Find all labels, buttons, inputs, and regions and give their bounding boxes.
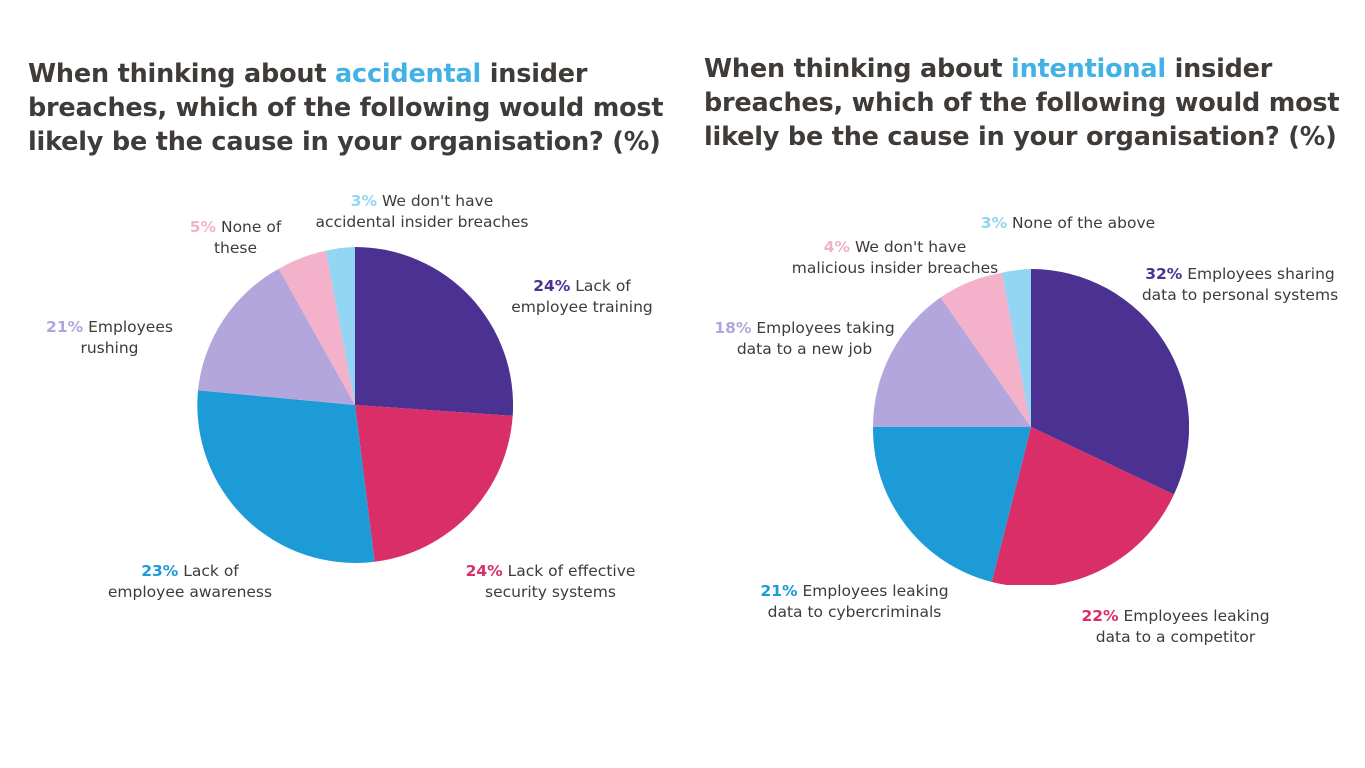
pie-label-no-malicious-insider-breaches-pct: 4% [823,238,851,256]
pie-label-no-malicious-insider-breaches-text: We don't have [850,238,967,256]
chart-title-intentional-pre: When thinking about [704,54,1012,84]
pie-label-lack-of-effective-security-systems-text2: security systems [485,582,616,601]
pie-label-employees-taking-data-to-a-new-job-text2: data to a new job [736,339,873,358]
pie-label-lack-of-employee-training-pct: 24% [533,277,571,295]
pie-slice-no-malicious-insider-breaches[interactable] [940,272,1031,427]
pie-label-lack-of-employee-training-text2: employee training [511,297,653,316]
pie-slice-no-accidental-insider-breaches[interactable] [325,247,355,405]
chart-title-intentional-highlight: intentional [1011,54,1166,84]
chart-title-accidental: When thinking about accidental insider b… [28,58,678,160]
pie-label-employees-rushing-pct: 21% [46,318,84,336]
pie-chart-accidental-svg [197,247,513,563]
pie-label-none-of-the-above-text: None of the above [1007,214,1156,232]
pie-label-employees-sharing-data-to-personal-systems-pct: 32% [1145,265,1183,283]
chart-title-intentional-post: insider breaches, which of the following… [704,54,1340,152]
pie-slice-employees-taking-data-to-a-new-job[interactable] [873,297,1031,427]
pie-label-lack-of-effective-security-systems: 24% Lack of effective security systems [443,561,658,602]
pie-label-no-accidental-insider-breaches-text: We don't have [377,192,494,210]
pie-slice-none-of-the-above[interactable] [1001,269,1031,427]
chart-panel-intentional: When thinking about intentional insider … [690,0,1365,768]
pie-slice-lack-of-employee-awareness[interactable] [197,390,375,563]
pie-chart-accidental [197,247,513,563]
pie-label-no-malicious-insider-breaches-text2: malicious insider breaches [791,258,999,277]
pie-label-employees-leaking-data-to-cybercriminals-text: Employees leaking [797,582,949,600]
chart-title-accidental-pre: When thinking about [28,59,336,89]
pie-label-employees-leaking-data-to-a-competitor: 22% Employees leaking data to a competit… [1048,606,1303,647]
pie-label-no-malicious-insider-breaches: 4% We don't have malicious insider breac… [780,237,1010,278]
pie-label-lack-of-employee-awareness-text: Lack of [178,562,239,580]
pie-slice-employees-rushing[interactable] [198,268,355,405]
pie-label-employees-rushing-text: Employees [83,318,173,336]
pie-label-employees-sharing-data-to-personal-systems-text2: data to personal systems [1141,285,1339,304]
pie-label-lack-of-employee-training-text: Lack of [570,277,631,295]
pie-label-lack-of-employee-awareness: 23% Lack of employee awareness [85,561,295,602]
pie-slice-lack-of-effective-security-systems[interactable] [355,405,513,562]
pie-label-employees-sharing-data-to-personal-systems-text: Employees sharing [1182,265,1335,283]
pie-label-lack-of-employee-awareness-text2: employee awareness [107,582,273,601]
chart-title-intentional: When thinking about intentional insider … [704,53,1354,155]
pie-slice-employees-leaking-data-to-cybercriminals[interactable] [873,427,1031,583]
pie-chart-intentional [873,269,1189,585]
pie-label-no-accidental-insider-breaches: 3% We don't have accidental insider brea… [312,191,532,232]
pie-label-none-of-these-text2: these [213,238,258,257]
pie-label-no-accidental-insider-breaches-pct: 3% [350,192,378,210]
pie-label-lack-of-effective-security-systems-text: Lack of effective [502,562,636,580]
pie-label-no-accidental-insider-breaches-text2: accidental insider breaches [315,212,529,231]
pie-slice-lack-of-employee-training[interactable] [355,247,513,416]
pie-label-none-of-these: 5% None of these [168,217,303,258]
pie-label-none-of-the-above: 3% None of the above [958,213,1178,234]
pie-label-lack-of-employee-training: 24% Lack of employee training [497,276,667,317]
pie-label-none-of-the-above-pct: 3% [980,214,1008,232]
pie-label-lack-of-employee-awareness-pct: 23% [141,562,179,580]
pie-label-employees-leaking-data-to-a-competitor-pct: 22% [1081,607,1119,625]
pie-label-employees-leaking-data-to-cybercriminals-text2: data to cybercriminals [767,602,942,621]
pie-slice-none-of-these[interactable] [278,250,355,405]
pie-label-employees-leaking-data-to-cybercriminals: 21% Employees leaking data to cybercrimi… [727,581,982,622]
chart-title-accidental-highlight: accidental [335,59,482,89]
pie-label-none-of-these-pct: 5% [189,218,217,236]
pie-label-lack-of-effective-security-systems-pct: 24% [465,562,503,580]
pie-label-employees-leaking-data-to-a-competitor-text: Employees leaking [1118,607,1270,625]
pie-label-employees-taking-data-to-a-new-job-pct: 18% [714,319,752,337]
pie-label-employees-leaking-data-to-cybercriminals-pct: 21% [760,582,798,600]
pie-label-employees-sharing-data-to-personal-systems: 32% Employees sharing data to personal s… [1115,264,1365,305]
pie-label-employees-taking-data-to-a-new-job: 18% Employees taking data to a new job [697,318,912,359]
pie-slice-employees-sharing-data-to-personal-systems[interactable] [1031,269,1189,495]
pie-slice-employees-leaking-data-to-a-competitor[interactable] [991,427,1174,585]
pie-label-employees-rushing-text2: rushing [80,338,139,357]
pie-label-employees-rushing: 21% Employees rushing [22,317,197,358]
pie-label-none-of-these-text: None of [216,218,282,236]
pie-label-employees-taking-data-to-a-new-job-text: Employees taking [751,319,895,337]
chart-title-accidental-post: insider breaches, which of the following… [28,59,664,157]
pie-label-employees-leaking-data-to-a-competitor-text2: data to a competitor [1095,627,1256,646]
chart-panel-accidental: When thinking about accidental insider b… [22,58,678,602]
pie-chart-intentional-svg [873,269,1189,585]
